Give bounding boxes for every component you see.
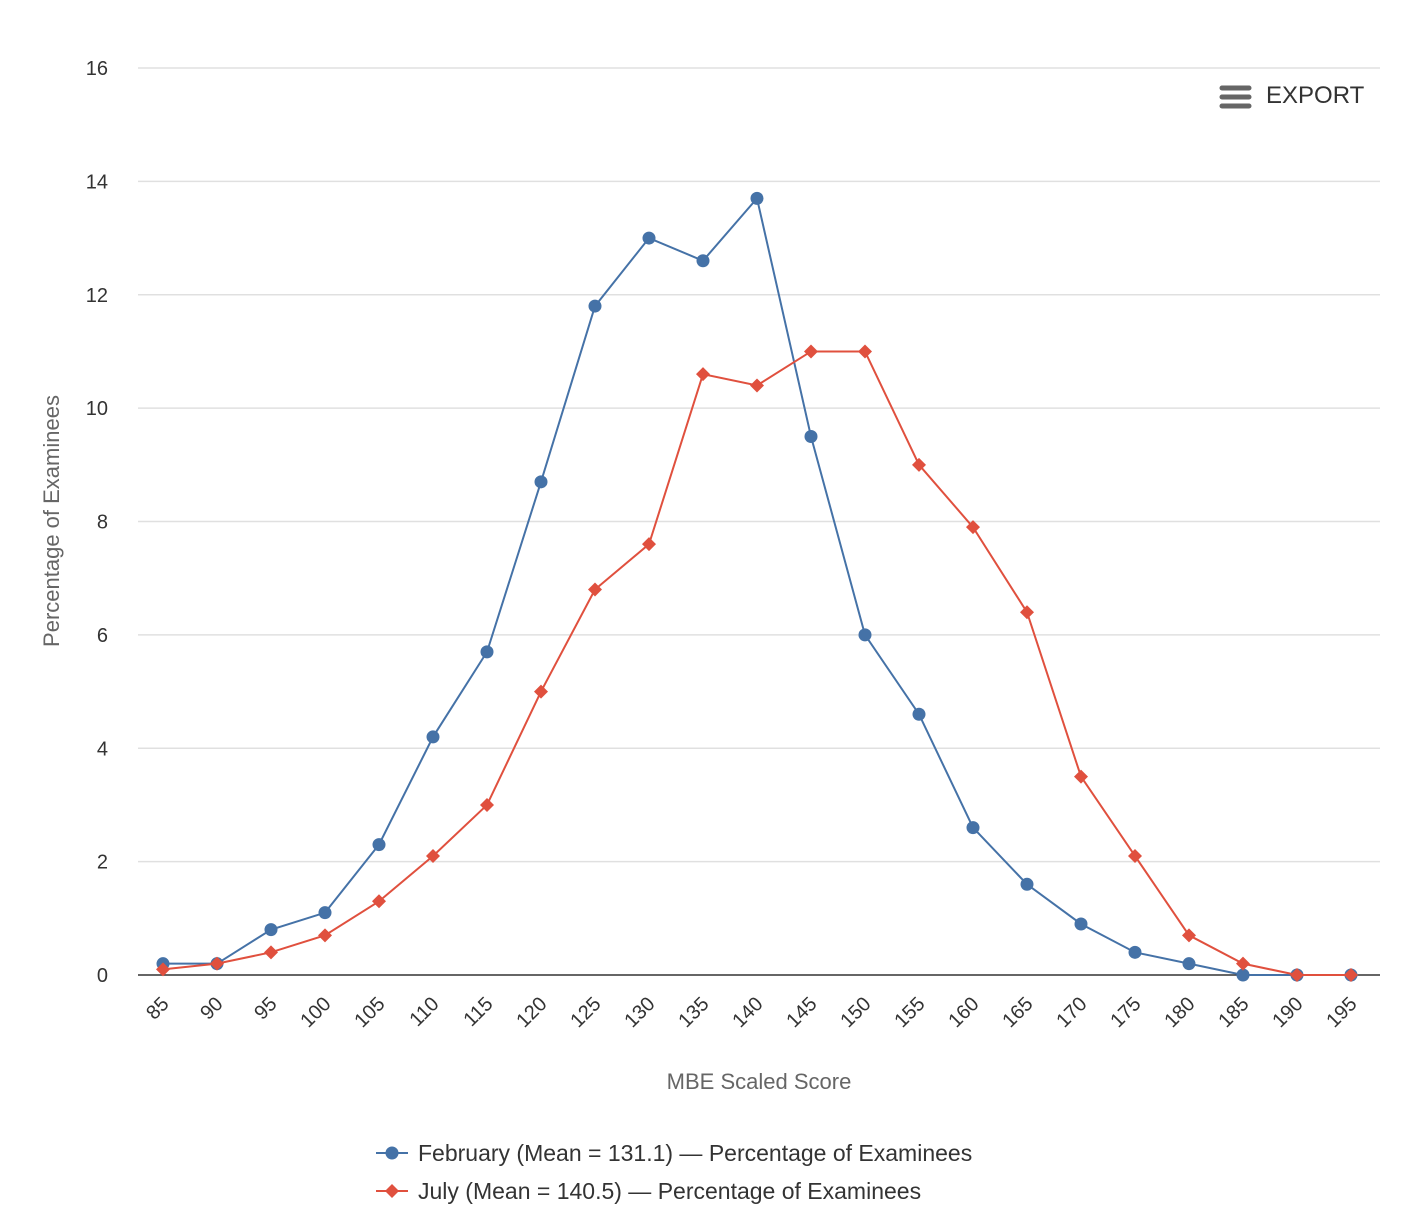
- data-point: [1182, 957, 1196, 971]
- x-tick-label: 100: [296, 993, 335, 1032]
- data-point: [966, 520, 980, 535]
- data-point: [912, 457, 926, 472]
- x-tick-label: 180: [1160, 993, 1199, 1032]
- series-group: [156, 191, 1358, 982]
- data-point: [1236, 956, 1250, 971]
- x-tick-label: 140: [728, 993, 767, 1032]
- series-line: [162, 350, 1351, 976]
- y-tick-label: 6: [97, 625, 108, 647]
- data-point: [750, 378, 764, 393]
- gridlines: [138, 67, 1380, 863]
- data-point: [372, 894, 386, 909]
- legend-label: February (Mean = 131.1) — Percentage of …: [418, 1140, 972, 1166]
- legend-marker-icon: [385, 1184, 399, 1198]
- data-point: [1020, 877, 1034, 891]
- data-point: [318, 906, 332, 920]
- data-point: [534, 475, 548, 489]
- x-tick-label: 175: [1106, 993, 1145, 1032]
- x-tick-label: 185: [1214, 993, 1253, 1032]
- export-label: EXPORT: [1266, 82, 1365, 109]
- x-tick-label: 170: [1052, 993, 1091, 1032]
- data-point: [642, 231, 656, 245]
- y-tick-label: 2: [97, 852, 108, 874]
- x-tick-label: 195: [1322, 993, 1361, 1032]
- data-point: [426, 848, 440, 863]
- legend-label: July (Mean = 140.5) — Percentage of Exam…: [418, 1178, 921, 1204]
- data-point: [480, 645, 494, 659]
- data-point: [1290, 968, 1304, 982]
- data-point: [1128, 848, 1142, 863]
- data-point: [210, 956, 224, 971]
- data-point: [750, 191, 764, 205]
- data-point: [1074, 917, 1088, 931]
- x-tick-label: 115: [459, 993, 497, 1031]
- x-tick-label: 120: [512, 993, 551, 1032]
- y-tick-label: 10: [86, 398, 108, 420]
- x-tick-label: 125: [566, 993, 605, 1032]
- legend-marker-icon: [385, 1146, 399, 1160]
- x-tick-label: 145: [782, 993, 821, 1032]
- x-tick-label: 165: [998, 993, 1037, 1032]
- y-tick-label: 0: [97, 965, 108, 987]
- data-point: [804, 344, 818, 359]
- data-point: [264, 945, 278, 960]
- x-tick-label: 150: [836, 993, 875, 1032]
- data-point: [1074, 769, 1088, 784]
- y-tick-label: 8: [97, 512, 108, 534]
- x-axis-title: MBE Scaled Score: [667, 1069, 852, 1094]
- x-tick-label: 110: [405, 993, 443, 1031]
- data-point: [588, 299, 602, 313]
- series-july: [156, 344, 1358, 982]
- x-axis-ticks: 85 90 95 100 105 110 115 120 125 130 135 140 145 150 1…: [142, 993, 1361, 1032]
- data-point: [588, 582, 602, 597]
- data-point: [804, 429, 818, 443]
- y-axis-title: Percentage of Examinees: [39, 395, 64, 647]
- legend-item[interactable]: February (Mean = 131.1) — Percentage of …: [376, 1140, 972, 1166]
- data-point: [1182, 928, 1196, 943]
- x-tick-label: 190: [1268, 993, 1307, 1032]
- data-point: [318, 928, 332, 943]
- series-line: [163, 196, 1351, 976]
- data-point: [372, 838, 386, 852]
- series-february: [156, 191, 1358, 982]
- legend-item[interactable]: July (Mean = 140.5) — Percentage of Exam…: [376, 1178, 921, 1204]
- data-point: [966, 821, 980, 835]
- data-point: [642, 537, 656, 552]
- data-point: [858, 628, 872, 642]
- data-point: [1236, 968, 1250, 982]
- y-tick-label: 16: [86, 58, 108, 80]
- export-button[interactable]: EXPORT: [1219, 82, 1365, 109]
- y-tick-label: 12: [86, 285, 108, 307]
- data-point: [696, 254, 710, 268]
- x-tick-label: 135: [674, 993, 713, 1032]
- x-tick-label: 95: [250, 993, 281, 1024]
- data-point: [696, 367, 710, 382]
- data-point: [1020, 605, 1034, 620]
- x-tick-label: 160: [944, 993, 983, 1032]
- y-tick-label: 14: [86, 171, 108, 193]
- data-point: [1344, 968, 1358, 982]
- data-point: [858, 344, 872, 359]
- y-axis-ticks: 0 2 4 6 8 10 12 14 16: [86, 58, 108, 987]
- y-tick-label: 4: [97, 738, 108, 760]
- data-point: [534, 684, 548, 699]
- data-point: [426, 730, 440, 744]
- data-point: [1128, 945, 1142, 959]
- data-point: [912, 707, 926, 721]
- x-tick-label: 155: [890, 993, 929, 1032]
- data-point: [156, 962, 170, 977]
- legend: February (Mean = 131.1) — Percentage of …: [376, 1140, 972, 1204]
- x-tick-label: 85: [142, 993, 173, 1024]
- data-point: [480, 797, 494, 812]
- x-tick-label: 130: [620, 993, 659, 1032]
- x-tick-label: 90: [196, 993, 227, 1024]
- data-point: [264, 923, 278, 937]
- x-tick-label: 105: [350, 993, 389, 1032]
- menu-icon: [1219, 85, 1252, 109]
